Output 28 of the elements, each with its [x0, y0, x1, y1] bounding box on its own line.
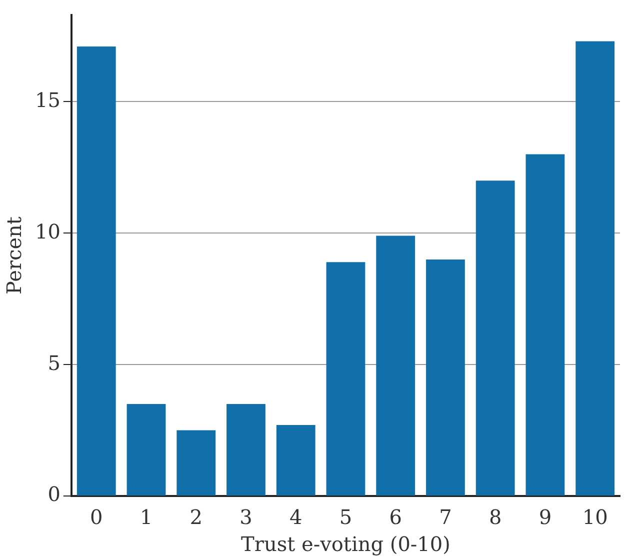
bar — [176, 430, 216, 496]
x-tick-label: 1 — [140, 505, 153, 530]
y-tick-label: 15 — [34, 88, 60, 112]
x-tick-label: 3 — [240, 505, 252, 530]
bar — [326, 262, 366, 496]
x-tick-label: 9 — [538, 505, 552, 530]
x-tick-label: 6 — [389, 505, 402, 530]
y-tick-label: 5 — [48, 350, 60, 375]
y-tick-label: 10 — [34, 219, 60, 244]
x-tick-label: 0 — [90, 505, 103, 530]
bar — [76, 46, 116, 496]
bar — [426, 259, 465, 496]
y-axis-title: Percent — [2, 216, 26, 294]
x-tick-label: 2 — [190, 505, 202, 530]
bar — [376, 236, 416, 496]
bar — [526, 154, 565, 496]
bar — [126, 404, 166, 496]
bar — [226, 404, 266, 496]
bar — [476, 180, 515, 496]
x-tick-label: 7 — [439, 505, 452, 530]
bar — [576, 41, 615, 496]
x-axis-title: Trust e-voting (0-10) — [241, 532, 450, 556]
x-tick-label: 8 — [488, 505, 502, 530]
x-tick-label: 10 — [582, 505, 608, 530]
y-tick-label: 0 — [48, 482, 60, 506]
bar — [276, 425, 316, 496]
x-tick-label: 5 — [339, 505, 352, 530]
x-tick-label: 4 — [289, 505, 302, 530]
